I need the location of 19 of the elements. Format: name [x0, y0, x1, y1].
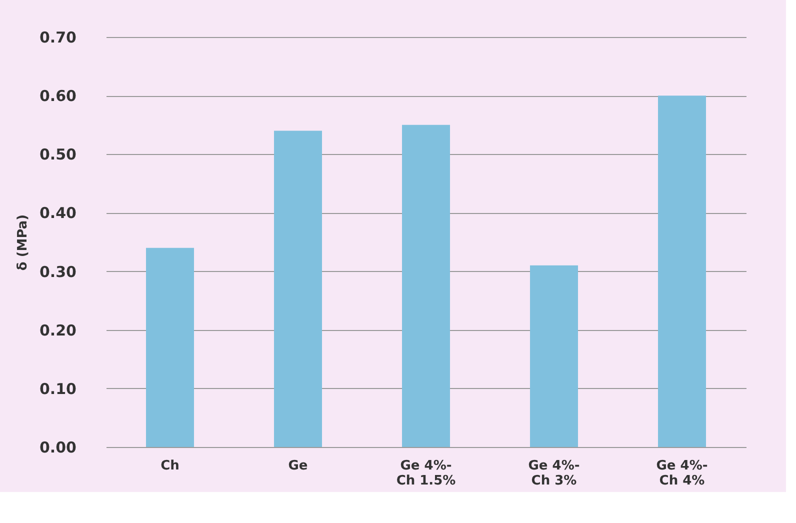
- y-tick-label: 0.00: [39, 438, 76, 456]
- bar: [530, 265, 578, 447]
- y-tick-label: 0.60: [39, 87, 76, 106]
- bar: [146, 248, 194, 447]
- y-axis-title: δ (MPa): [15, 214, 30, 271]
- y-tick-label: 0.50: [39, 146, 76, 164]
- bar: [402, 124, 450, 447]
- x-tick-label: Ge: [288, 458, 308, 474]
- x-tick-label: Ge 4%- Ch 1.5%: [396, 458, 456, 488]
- x-tick-label: Ch: [160, 458, 180, 474]
- y-tick-label: 0.40: [39, 204, 76, 222]
- y-tick-label: 0.70: [39, 28, 76, 46]
- x-tick-label: Ge 4%- Ch 4%: [656, 458, 708, 488]
- y-tick-label: 0.10: [39, 380, 76, 398]
- bar: [658, 96, 706, 447]
- y-tick-label: 0.20: [39, 321, 76, 340]
- bar: [274, 130, 322, 447]
- y-tick-label: 0.30: [39, 262, 76, 281]
- x-tick-label: Ge 4%- Ch 3%: [528, 458, 580, 488]
